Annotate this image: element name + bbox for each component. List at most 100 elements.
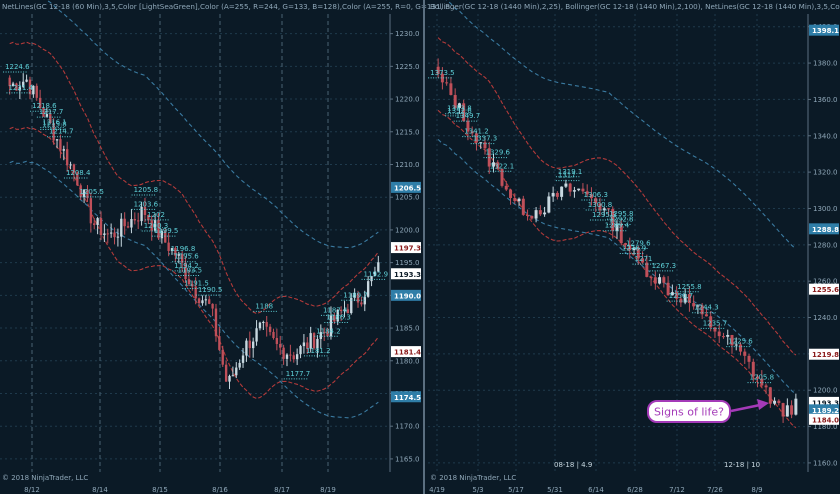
daily-annotation-label-12: 1295.3 bbox=[592, 211, 617, 219]
hourly-annotation-label-21: 1189.7 bbox=[343, 291, 368, 299]
daily-annotation-label-3: 1349.7 bbox=[456, 112, 481, 120]
hourly-ytick-label-9: 1210.0 bbox=[395, 161, 420, 169]
hourly-candle-body-82 bbox=[285, 354, 289, 359]
hourly-price-box-3 bbox=[391, 289, 421, 301]
daily-candle-body-55 bbox=[670, 292, 674, 296]
daily-candle-body-21 bbox=[526, 214, 530, 216]
hourly-xtick-label-4: 8/17 bbox=[274, 486, 290, 494]
daily-annotation-label-10: 1306.3 bbox=[583, 191, 608, 199]
daily-price-box-4 bbox=[809, 396, 839, 408]
daily-candle-body-47 bbox=[636, 247, 640, 259]
daily-candle-body-25 bbox=[543, 212, 547, 215]
hourly-price-box-0 bbox=[391, 181, 421, 193]
hourly-candle-body-15 bbox=[59, 139, 62, 151]
daily-candle-body-44 bbox=[624, 243, 628, 245]
hourly-chart-title: NetLines(GC 12-18 (60 Min),3,5,Color [Li… bbox=[2, 2, 457, 11]
hourly-candle-body-32 bbox=[116, 236, 120, 238]
daily-annotation-label-7: 1322.1 bbox=[490, 162, 515, 170]
hourly-annotation-label-25: 1181.2 bbox=[306, 347, 331, 355]
daily-candle-body-80 bbox=[777, 400, 781, 404]
hourly-band-1 bbox=[9, 126, 379, 400]
hourly-candle-body-2 bbox=[15, 83, 18, 91]
hourly-candle-body-6 bbox=[28, 79, 32, 95]
hourly-annotation-label-0: 1224.6 bbox=[5, 63, 30, 71]
hourly-candle-body-17 bbox=[65, 149, 69, 166]
hourly-band-3 bbox=[9, 160, 379, 419]
daily-candle-body-16 bbox=[504, 185, 508, 190]
hourly-annotation-label-8: 1205.5 bbox=[79, 188, 104, 196]
daily-candle-body-6 bbox=[462, 103, 466, 121]
hourly-annotation-label-20: 1188 bbox=[255, 302, 273, 310]
daily-xtick-label-0: 4/19 bbox=[429, 486, 445, 494]
hourly-annotation-label-9: 1203.6 bbox=[134, 200, 159, 208]
daily-ytick-label-10: 1360.0 bbox=[813, 96, 838, 104]
hourly-annotation-label-16: 1194.2 bbox=[174, 262, 199, 270]
hourly-candle-body-16 bbox=[62, 149, 65, 151]
hourly-candle-body-38 bbox=[137, 220, 140, 222]
hourly-candle-body-105 bbox=[363, 296, 366, 305]
daily-candle-body-63 bbox=[704, 314, 708, 317]
hourly-annotation-label-11: 1200.3 bbox=[144, 222, 169, 230]
daily-candle-body-73 bbox=[747, 355, 751, 362]
hourly-candle-body-45 bbox=[160, 230, 164, 239]
daily-candle-body-56 bbox=[675, 292, 679, 299]
daily-band-2 bbox=[445, 0, 797, 250]
hourly-candle-body-70 bbox=[245, 340, 248, 356]
daily-ytick-label-7: 1300.0 bbox=[813, 205, 838, 213]
daily-candle-body-52 bbox=[658, 277, 662, 284]
daily-candle-body-71 bbox=[739, 344, 742, 352]
daily-xtick-label-6: 7/12 bbox=[669, 486, 685, 494]
hourly-candle-body-92 bbox=[319, 332, 323, 339]
hourly-candle-body-35 bbox=[126, 226, 130, 228]
callout-arrow-line bbox=[730, 403, 761, 413]
daily-candle-body-35 bbox=[585, 191, 589, 195]
hourly-ytick-label-11: 1220.0 bbox=[395, 96, 420, 104]
hourly-candle-body-63 bbox=[221, 349, 224, 365]
hourly-price-box-label-1: 1197.3 bbox=[394, 245, 421, 253]
hourly-candle-body-91 bbox=[316, 338, 319, 349]
hourly-candle-body-55 bbox=[194, 286, 197, 299]
daily-xtick-label-7: 7/26 bbox=[707, 486, 723, 494]
hourly-candle-body-5 bbox=[25, 79, 28, 82]
hourly-candle-body-1 bbox=[11, 83, 15, 87]
hourly-annotation-label-7: 1208.4 bbox=[66, 169, 91, 177]
hourly-candle-body-34 bbox=[123, 218, 126, 227]
daily-ytick-label-8: 1320.0 bbox=[813, 169, 838, 177]
hourly-candle-body-37 bbox=[133, 219, 137, 221]
daily-candle-body-72 bbox=[743, 351, 747, 356]
hourly-annotation-label-6: 1214.7 bbox=[49, 128, 74, 136]
hourly-price-box-2 bbox=[391, 268, 421, 280]
daily-annotation-label-21: 1250.7 bbox=[669, 292, 694, 300]
daily-candle-body-32 bbox=[572, 190, 576, 192]
hourly-candle-body-73 bbox=[255, 328, 258, 342]
daily-candle-body-51 bbox=[653, 277, 657, 284]
hourly-candle-body-29 bbox=[106, 233, 109, 235]
hourly-candle-body-44 bbox=[157, 220, 160, 239]
daily-candle-body-54 bbox=[666, 282, 670, 296]
daily-annotation-label-15: 1289.4 bbox=[605, 222, 630, 230]
daily-candle-body-7 bbox=[466, 120, 470, 132]
hourly-price-box-label-2: 1193.3 bbox=[394, 271, 421, 279]
hourly-candle-body-67 bbox=[235, 367, 238, 376]
hourly-candle-body-66 bbox=[231, 375, 235, 377]
daily-candle-body-68 bbox=[726, 334, 730, 337]
hourly-annotation-label-22: 1187.4 bbox=[323, 306, 348, 314]
daily-candle-body-48 bbox=[641, 258, 645, 263]
daily-candle-body-74 bbox=[751, 361, 755, 377]
hourly-candle-body-107 bbox=[370, 276, 373, 282]
hourly-xtick-label-5: 8/19 bbox=[320, 486, 336, 494]
hourly-candle-body-11 bbox=[45, 114, 49, 117]
hourly-price-boxes: 1206.5 1197.3 1193.3 1190.0 1181.4 1174.5 bbox=[391, 181, 421, 403]
hourly-candle-body-14 bbox=[55, 139, 59, 141]
daily-candle-body-0 bbox=[436, 66, 440, 74]
hourly-candle-body-36 bbox=[130, 219, 133, 228]
hourly-candle-body-53 bbox=[187, 279, 191, 285]
daily-candle-body-17 bbox=[509, 189, 513, 199]
hourly-candle-body-8 bbox=[35, 85, 38, 98]
daily-candle-body-36 bbox=[589, 194, 593, 199]
hourly-candle-body-0 bbox=[8, 77, 11, 87]
daily-candle-body-76 bbox=[760, 378, 764, 386]
daily-candles bbox=[436, 58, 798, 423]
hourly-price-box-1 bbox=[391, 242, 421, 254]
hourly-candle-body-97 bbox=[336, 309, 339, 322]
